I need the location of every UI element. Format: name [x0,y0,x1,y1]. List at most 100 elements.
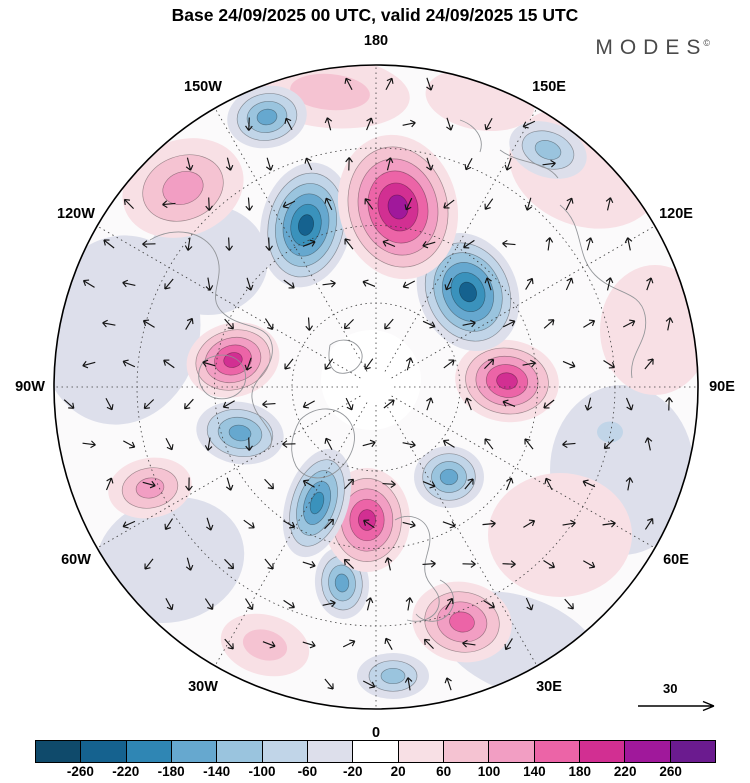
wind-arrow [462,560,476,568]
wind-arrow [502,399,516,407]
wind-arrow [82,440,96,449]
longitude-line [384,107,538,372]
wind-arrow [122,520,136,529]
anomaly-neg [534,140,562,160]
pole-cap [321,330,421,430]
wind-arrow [502,319,516,328]
wind-arrow [222,400,235,409]
wind-arrow [402,119,416,128]
wind-arrow [444,277,453,291]
wind-arrow [463,239,475,249]
modes-logo: MODES© [595,36,710,60]
wind-arrow [264,478,275,490]
longitude-line [391,225,656,379]
wind-arrow [602,519,616,528]
wind-arrow [605,197,614,211]
wind-arrow [283,599,295,609]
wind-arrow [364,198,374,210]
coastline-path [291,408,355,479]
wind-arrow [544,477,553,491]
wind-arrow [562,440,576,449]
wind-arrow [624,237,633,251]
wind-arrow [442,521,456,529]
wind-arrow [282,200,296,209]
wind-arrow [524,197,533,211]
longitude-line [96,225,361,379]
wind-arrow [583,319,596,328]
wind-arrow [324,197,333,211]
wind-arrow [202,359,216,368]
wind-arrow [362,439,376,448]
colorbar-cell [534,741,580,762]
wind-arrow [265,237,273,251]
wind-arrow [162,200,176,209]
colorbar-cell [489,741,535,762]
wind-arrow [543,319,555,329]
wind-arrow [82,279,95,288]
anomaly-pos [290,73,370,111]
colorbar-tick-label: 140 [523,764,546,779]
wind-arrow [603,439,615,450]
wind-arrow [665,317,674,331]
wind-arrow [422,320,436,329]
wind-arrow [364,358,374,370]
wind-arrow [426,77,434,91]
wind-arrow [482,519,496,528]
wind-arrow [404,677,413,691]
wind-arrow [483,600,496,609]
wind-arrow [204,598,214,610]
wind-arrow [665,397,673,411]
colorbar-tick-label: -100 [248,764,276,779]
wind-arrow [205,517,214,531]
wind-arrow [384,318,394,330]
wind-arrow [384,557,393,571]
anomaly-neg [256,108,278,126]
page-title: Base 24/09/2025 00 UTC, valid 24/09/2025… [171,5,579,25]
wind-arrow [185,477,193,491]
colorbar-tick-label: 100 [477,764,501,779]
wind-arrow [625,397,634,411]
wind-arrow [164,278,174,290]
wind-arrow [443,359,455,369]
wind-arrow [445,597,454,610]
wind-arrow [264,318,274,330]
wind-arrow [446,117,454,131]
coastline-path [459,119,482,153]
wind-arrow [484,118,493,131]
wind-arrow [265,157,274,171]
wind-arrow [122,359,136,368]
longitude-line [391,395,656,549]
coastline-path [198,354,247,400]
wind-arrow [142,480,156,489]
wind-arrow [545,237,554,251]
wind-arrow [646,277,654,291]
wind-arrow [506,477,514,491]
anomaly-neg [459,281,477,303]
wind-arrow [302,479,315,488]
colorbar [35,740,716,763]
map-outline [53,64,699,710]
wind-arrow [543,560,556,569]
wind-arrow [402,440,416,449]
wind-arrow [444,677,452,691]
wind-arrow [82,360,96,369]
wind-arrow [422,481,436,489]
anomaly-pos [496,372,518,390]
longitude-line [384,402,538,667]
colorbar-cell [217,741,263,762]
wind-arrow [344,77,353,91]
wind-arrow [362,279,376,287]
wind-arrow [345,157,353,171]
wind-arrow [322,599,336,608]
longitude-line [214,107,368,372]
wind-arrow [225,157,234,171]
anomaly-neg [228,424,252,442]
modes-logo-copyright: © [703,38,710,48]
wind-arrow [283,279,295,289]
wind-arrow [605,277,614,291]
anomaly-neg [309,491,325,515]
wind-arrow [245,197,254,211]
wind-arrow [224,638,234,650]
wind-arrow [184,237,193,251]
wind-arrow [245,437,253,451]
